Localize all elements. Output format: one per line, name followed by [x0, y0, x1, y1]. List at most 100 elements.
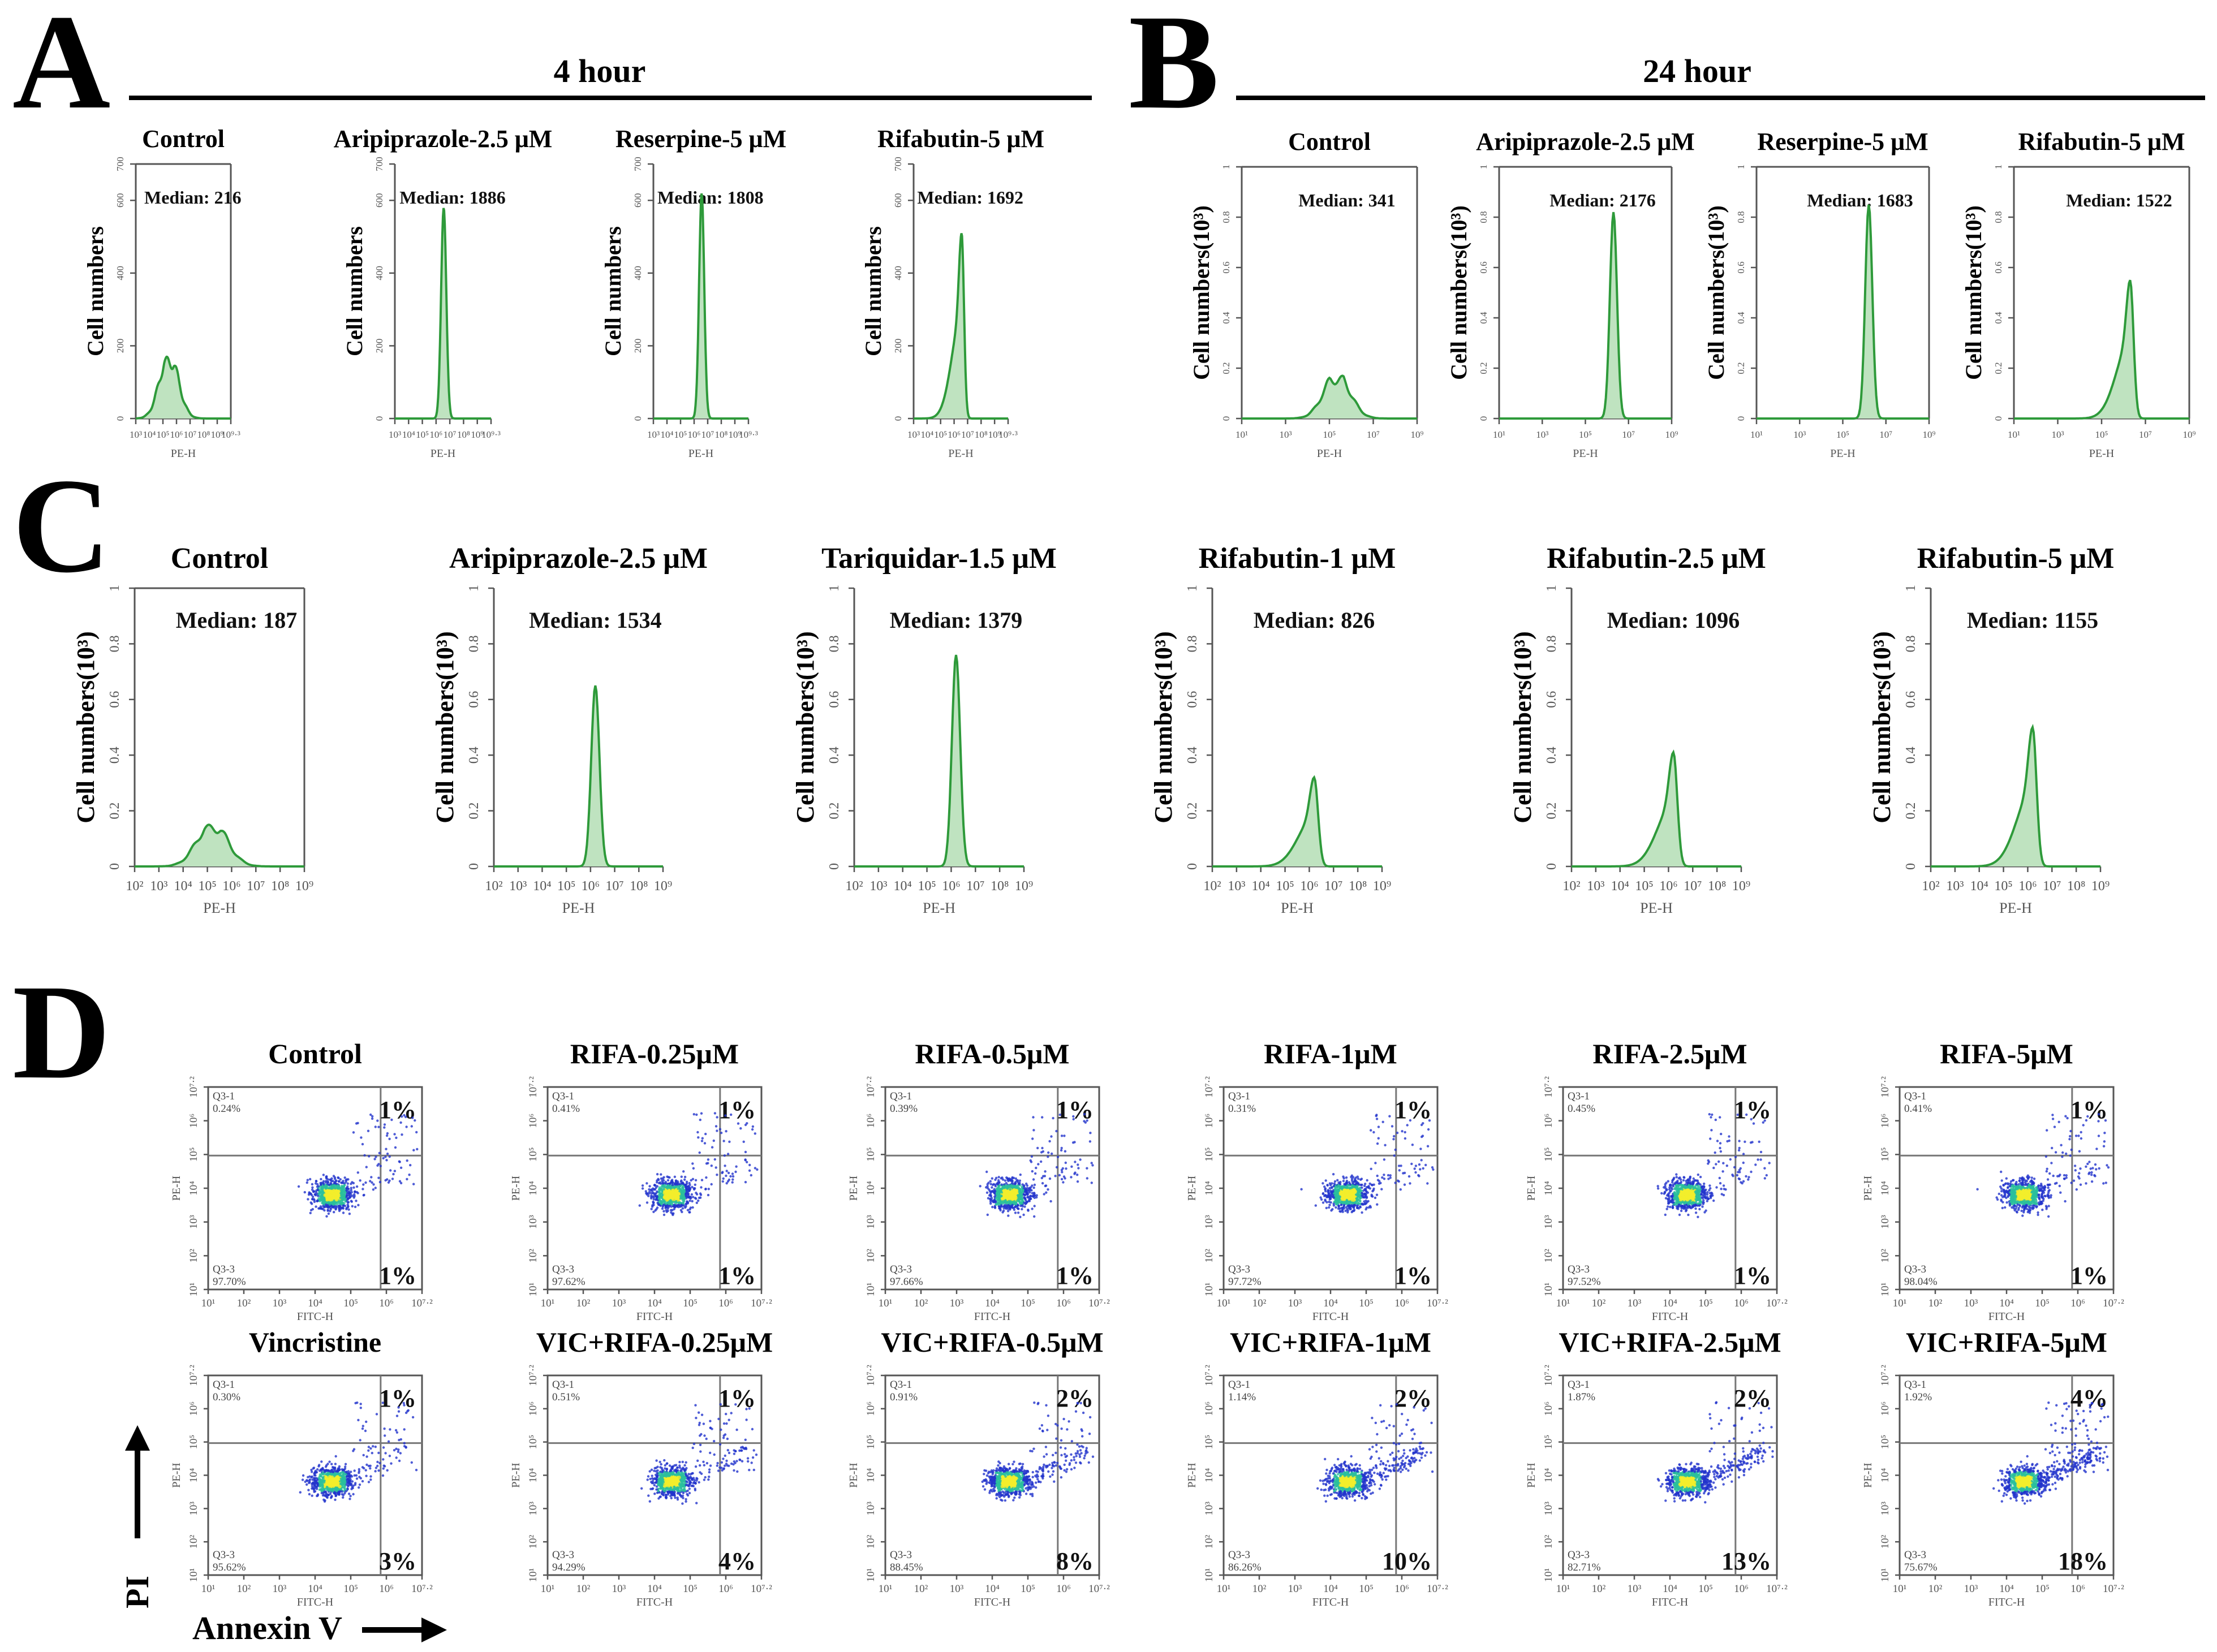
- x-tick-label: 10⁵: [557, 879, 575, 894]
- event-dot: [754, 1132, 757, 1135]
- event-dot: [1008, 1184, 1010, 1187]
- event-dot: [661, 1207, 664, 1210]
- event-dot: [1009, 1202, 1011, 1205]
- event-dot: [1058, 1113, 1062, 1116]
- event-dot: [744, 1181, 747, 1184]
- y-tick-label: 1: [1736, 165, 1746, 170]
- y-tick-label: 1: [467, 585, 481, 592]
- event-dot: [677, 1181, 679, 1184]
- event-dot: [1367, 1200, 1370, 1203]
- event-dot: [1324, 1179, 1327, 1182]
- x-tick-label: 10²: [1562, 879, 1580, 894]
- event-dot: [403, 1114, 406, 1117]
- event-dot: [1719, 1116, 1721, 1119]
- x-tick-label: 10⁸: [1708, 879, 1726, 894]
- y-tick-label: 10⁶: [1203, 1114, 1215, 1128]
- event-dot: [731, 1181, 734, 1184]
- event-dot: [662, 1195, 667, 1199]
- y-tick-label: 10⁴: [865, 1181, 877, 1196]
- y-axis-label: Cell numbers(10³): [1868, 631, 1896, 823]
- event-dot: [1073, 1172, 1076, 1175]
- event-dot: [1013, 1185, 1015, 1188]
- event-dot: [1018, 1201, 1022, 1204]
- event-dot: [1063, 1135, 1066, 1137]
- y-axis-label: Cell numbers: [860, 226, 886, 356]
- event-dot: [704, 1132, 707, 1136]
- event-dot: [1736, 1113, 1739, 1116]
- x-tick-label: 10¹: [2008, 429, 2020, 440]
- event-dot: [1403, 1171, 1406, 1175]
- event-dot: [710, 1164, 713, 1167]
- event-dot: [700, 1140, 704, 1142]
- panel-letter-b: B: [1129, 0, 1219, 137]
- event-dot: [723, 1154, 726, 1157]
- y-tick-label: 10⁵: [1543, 1148, 1555, 1162]
- median-prefix: Median:: [1549, 190, 1620, 210]
- event-dot: [338, 1187, 341, 1190]
- event-dot: [1660, 1192, 1663, 1195]
- event-dot: [645, 1201, 649, 1204]
- event-dot: [1340, 1185, 1343, 1188]
- x-tick-label: 10⁵: [1579, 429, 1592, 440]
- event-dot: [1357, 1181, 1360, 1185]
- x-tick-label: 10⁵: [2095, 429, 2108, 440]
- x-tick-label: 10⁷: [1324, 879, 1342, 894]
- event-dot: [704, 1188, 707, 1191]
- event-dot: [378, 1180, 382, 1184]
- event-dot: [707, 1188, 711, 1191]
- median-value: 1886: [470, 187, 506, 208]
- chart-title: Reserpine-5 μM: [615, 125, 786, 153]
- y-axis-label: Cell numbers(10³): [1509, 631, 1536, 823]
- event-dot: [306, 1179, 309, 1181]
- y-tick-label: 0.4: [827, 747, 842, 764]
- event-dot: [986, 1183, 989, 1186]
- event-dot: [696, 1131, 699, 1134]
- event-dot: [1389, 1176, 1392, 1179]
- event-dot: [997, 1185, 1000, 1188]
- y-tick-label: 0: [1478, 416, 1489, 421]
- x-tick-label: 10⁴: [661, 429, 674, 440]
- median-prefix: Median:: [1298, 190, 1368, 210]
- event-dot: [342, 1211, 345, 1214]
- event-dot: [312, 1198, 316, 1201]
- event-dot: [334, 1208, 337, 1211]
- x-tick-label: 10⁶: [718, 1297, 733, 1309]
- legend-pi-arrow-head: [125, 1425, 150, 1451]
- x-tick-label: 10⁷: [1622, 429, 1635, 440]
- event-dot: [1015, 1186, 1018, 1189]
- y-tick-label: 600: [632, 193, 643, 208]
- event-dot: [1699, 1183, 1702, 1186]
- event-dot: [352, 1181, 355, 1185]
- event-dot: [1019, 1188, 1022, 1191]
- event-dot: [321, 1197, 324, 1200]
- chart-title: Control: [142, 125, 225, 153]
- event-dot: [307, 1198, 309, 1201]
- x-tick-label: 10³: [1288, 1297, 1302, 1309]
- y-tick-label: 0.2: [1993, 362, 2004, 374]
- event-dot: [1675, 1173, 1678, 1176]
- y-axis-label: Cell numbers(10³): [72, 631, 100, 823]
- event-dot: [1426, 1182, 1429, 1185]
- y-tick-label: 0: [1736, 416, 1746, 421]
- x-tick-label: 10⁶: [1659, 879, 1677, 894]
- event-dot: [1017, 1184, 1019, 1187]
- event-dot: [379, 1164, 382, 1167]
- event-dot: [345, 1179, 347, 1181]
- event-dot: [342, 1185, 345, 1188]
- event-dot: [371, 1117, 374, 1120]
- x-tick-label: 10⁸: [975, 429, 988, 440]
- y-tick-label: 0.8: [1993, 211, 2004, 223]
- event-dot: [393, 1133, 396, 1136]
- median-label: Median: 826: [1254, 607, 1375, 633]
- event-dot: [352, 1131, 355, 1134]
- event-dot: [378, 1151, 381, 1155]
- median-label: Median: 187: [176, 607, 297, 633]
- median-label: Median: 1534: [529, 607, 661, 633]
- q-lower-left-name: Q3-3: [213, 1263, 235, 1275]
- event-dot: [1073, 1141, 1076, 1144]
- event-dot: [345, 1189, 348, 1192]
- event-dot: [1350, 1184, 1353, 1187]
- event-dots: [297, 1113, 419, 1218]
- event-dot: [681, 1207, 685, 1210]
- x-tick-label: 10⁷: [2139, 429, 2152, 440]
